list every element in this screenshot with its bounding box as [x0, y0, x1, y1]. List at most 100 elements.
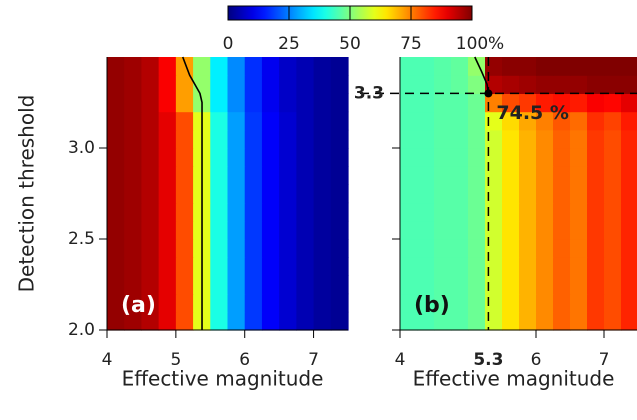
- heatmap-cell: [553, 57, 571, 76]
- heatmap-cell: [244, 111, 263, 131]
- heatmap-cell: [261, 129, 280, 149]
- heatmap-cell: [451, 184, 469, 204]
- heatmap-cell: [227, 93, 246, 113]
- heatmap-cell: [261, 202, 280, 222]
- heatmap-cell: [210, 129, 229, 149]
- heatmap-cell: [570, 311, 588, 331]
- heatmap-cell: [434, 257, 452, 276]
- heatmap-cell: [244, 275, 263, 295]
- heatmap-cell: [313, 93, 332, 113]
- heatmap-cell: [502, 311, 520, 331]
- heatmap-cell: [570, 293, 588, 313]
- heatmap-cell: [296, 220, 315, 240]
- heatmap-cell: [400, 311, 418, 331]
- heatmap-cell: [141, 166, 160, 185]
- heatmap-cell: [141, 57, 160, 76]
- heatmap-cell: [227, 202, 246, 222]
- heatmap-cell: [451, 129, 469, 149]
- heatmap-cell: [621, 239, 637, 258]
- heatmap-cell: [417, 275, 435, 295]
- heatmap-cell: [107, 166, 125, 185]
- heatmap-cell: [621, 148, 637, 167]
- heatmap-cell: [244, 311, 263, 331]
- colorbar-tick-label: 100: [456, 34, 488, 54]
- heatmap-cell: [468, 148, 486, 167]
- heatmap-cell: [279, 293, 297, 313]
- heatmap-cell: [587, 93, 605, 113]
- heatmap-cell: [434, 111, 452, 131]
- heatmap-cell: [313, 257, 332, 276]
- heatmap-cell: [553, 184, 571, 204]
- heatmap-cell: [519, 257, 537, 276]
- heatmap-cell: [451, 220, 469, 240]
- heatmap-cell: [468, 220, 486, 240]
- heatmap-cell: [210, 239, 229, 258]
- x-tick-label: 4: [395, 350, 406, 370]
- heatmap-cell: [604, 220, 622, 240]
- panel-label: (b): [414, 293, 450, 318]
- heatmap: [107, 57, 349, 331]
- heatmap-cell: [141, 275, 160, 295]
- heatmap-cell: [570, 257, 588, 276]
- heatmap-cell: [570, 111, 588, 131]
- heatmap-cell: [210, 93, 229, 113]
- heatmap-cell: [313, 129, 332, 149]
- y-axis-label: Detection threshold: [15, 95, 39, 293]
- heatmap-cell: [604, 148, 622, 167]
- heatmap-cell: [107, 129, 125, 149]
- heatmap-cell: [400, 166, 418, 185]
- heatmap-cell: [553, 293, 571, 313]
- heatmap-cell: [210, 202, 229, 222]
- heatmap-cell: [175, 129, 194, 149]
- heatmap-cell: [434, 239, 452, 258]
- heatmap-cell: [261, 311, 280, 331]
- heatmap-cell: [604, 257, 622, 276]
- heatmap-cell: [553, 93, 571, 113]
- heatmap-cell: [417, 257, 435, 276]
- heatmap-cell: [502, 75, 520, 94]
- heatmap-cell: [553, 202, 571, 222]
- heatmap-cell: [417, 184, 435, 204]
- heatmap-cell: [313, 57, 332, 76]
- heatmap-cell: [124, 311, 143, 331]
- y-tick-label: 2.5: [68, 229, 95, 249]
- heatmap-cell: [124, 275, 143, 295]
- heatmap-cell: [313, 184, 332, 204]
- heatmap-cell: [451, 166, 469, 185]
- x-axis-label: Effective magnitude: [413, 367, 615, 391]
- heatmap-cell: [587, 293, 605, 313]
- heatmap-cell: [330, 57, 349, 76]
- heatmap-cell: [485, 239, 503, 258]
- heatmap-cell: [261, 275, 280, 295]
- heatmap-cell: [296, 311, 315, 331]
- heatmap-cell: [158, 148, 177, 167]
- heatmap-cell: [175, 202, 194, 222]
- heatmap-cell: [141, 93, 160, 113]
- heatmap-cell: [468, 184, 486, 204]
- heatmap-cell: [519, 75, 537, 94]
- heatmap-cell: [124, 184, 143, 204]
- heatmap-cell: [621, 257, 637, 276]
- heatmap-cell: [193, 57, 211, 76]
- heatmap-cell: [570, 148, 588, 167]
- heatmap-cell: [227, 57, 246, 76]
- heatmap-cell: [502, 184, 520, 204]
- heatmap-cell: [261, 57, 280, 76]
- heatmap-cell: [330, 148, 349, 167]
- heatmap-cell: [141, 148, 160, 167]
- heatmap-cell: [621, 75, 637, 94]
- heatmap-cell: [434, 93, 452, 113]
- heatmap-cell: [570, 75, 588, 94]
- heatmap-cell: [330, 75, 349, 94]
- heatmap-cell: [587, 75, 605, 94]
- heatmap-cell: [417, 148, 435, 167]
- heatmap-cell: [296, 202, 315, 222]
- heatmap-cell: [502, 239, 520, 258]
- heatmap-cell: [175, 239, 194, 258]
- heatmap-cell: [158, 311, 177, 331]
- heatmap-cell: [604, 311, 622, 331]
- heatmap-cell: [244, 148, 263, 167]
- heatmap-cell: [519, 111, 537, 131]
- heatmap-cell: [158, 293, 177, 313]
- heatmap-cell: [107, 184, 125, 204]
